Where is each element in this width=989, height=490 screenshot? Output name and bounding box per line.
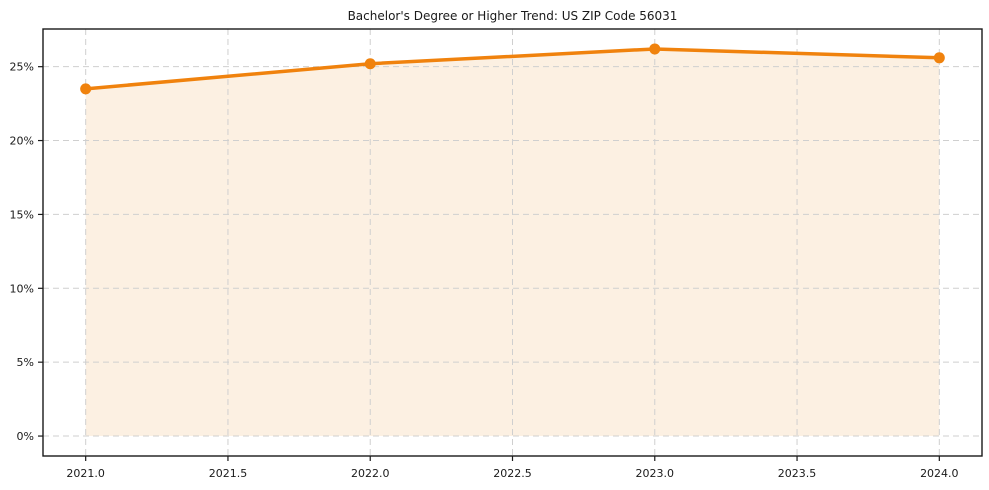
y-tick-label: 25% xyxy=(10,61,34,74)
data-point-2022 xyxy=(364,58,376,70)
x-tick-label: 2024.0 xyxy=(920,467,959,480)
x-tick-label: 2022.5 xyxy=(493,467,532,480)
y-tick-label: 15% xyxy=(10,208,34,221)
data-point-2024 xyxy=(933,52,945,64)
y-tick-label: 10% xyxy=(10,282,34,295)
data-point-2023 xyxy=(649,43,661,55)
x-tick-label: 2021.5 xyxy=(209,467,248,480)
y-tick-label: 0% xyxy=(17,430,34,443)
y-tick-label: 5% xyxy=(17,356,34,369)
chart-title: Bachelor's Degree or Higher Trend: US ZI… xyxy=(347,9,678,23)
x-tick-label: 2021.0 xyxy=(66,467,105,480)
y-tick-label: 20% xyxy=(10,135,34,148)
trend-line xyxy=(83,47,942,91)
x-tick-label: 2023.5 xyxy=(778,467,817,480)
x-tick-label: 2023.0 xyxy=(636,467,675,480)
data-point-2021 xyxy=(80,83,92,95)
x-tick-label: 2022.0 xyxy=(351,467,390,480)
